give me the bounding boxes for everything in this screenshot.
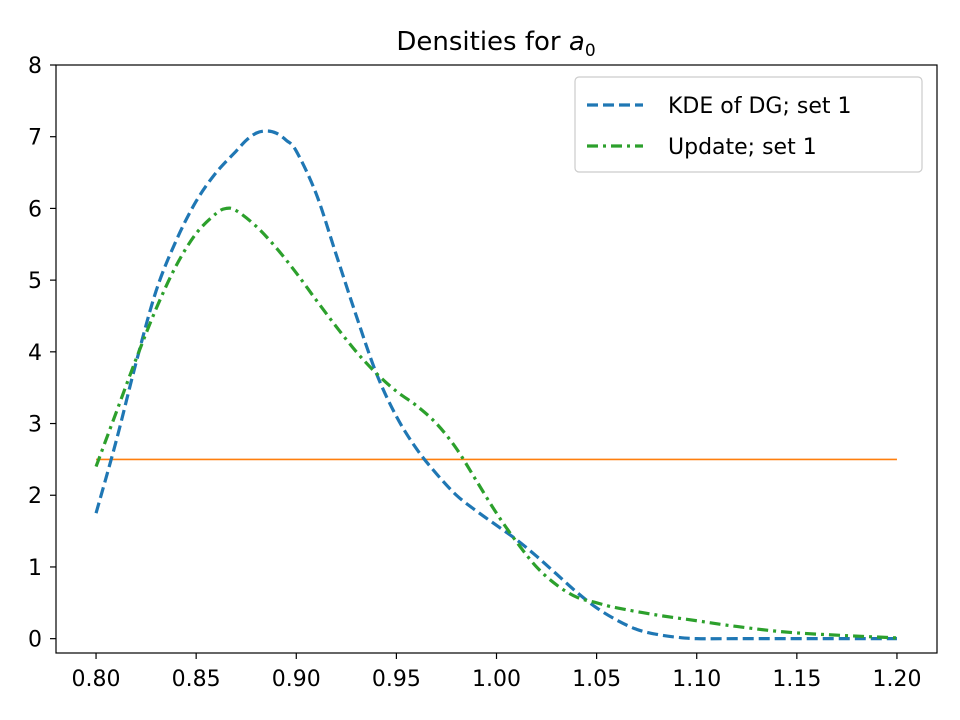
x-tick-label: 1.00 bbox=[472, 667, 521, 692]
series-line-2 bbox=[94, 206, 898, 640]
x-tick-label: 1.05 bbox=[572, 667, 621, 692]
x-tick-label: 1.15 bbox=[772, 667, 821, 692]
x-tick-label: 0.95 bbox=[372, 667, 421, 692]
x-tick-label: 1.20 bbox=[872, 667, 921, 692]
legend-label-1: KDE of DG; set 1 bbox=[668, 94, 851, 119]
x-tick-label: 1.10 bbox=[672, 667, 721, 692]
series-layer bbox=[94, 129, 898, 641]
x-tick-label: 0.80 bbox=[72, 667, 121, 692]
legend: KDE of DG; set 1 Update; set 1 bbox=[574, 76, 923, 173]
series-line-1 bbox=[94, 129, 897, 641]
y-tick-label: 2 bbox=[28, 484, 42, 509]
y-tick-label: 3 bbox=[28, 413, 42, 438]
legend-box bbox=[574, 76, 923, 173]
y-tick-label: 7 bbox=[28, 126, 42, 151]
axes-layer: 0.80 0.85 0.90 0.95 1.00 1.05 1.10 1.15 1.20 0 1 2 3… bbox=[28, 54, 938, 692]
chart-title: Densities for a0 bbox=[396, 27, 595, 61]
legend-label-2: Update; set 1 bbox=[668, 135, 817, 160]
y-tick-label: 6 bbox=[28, 197, 42, 222]
y-tick-label: 1 bbox=[28, 556, 42, 581]
x-tick-label: 0.85 bbox=[172, 667, 221, 692]
y-tick-label: 0 bbox=[28, 628, 42, 653]
y-tick-label: 8 bbox=[28, 54, 42, 79]
y-tick-label: 4 bbox=[28, 341, 42, 366]
y-tick-label: 5 bbox=[28, 269, 42, 294]
x-tick-label: 0.90 bbox=[272, 667, 321, 692]
